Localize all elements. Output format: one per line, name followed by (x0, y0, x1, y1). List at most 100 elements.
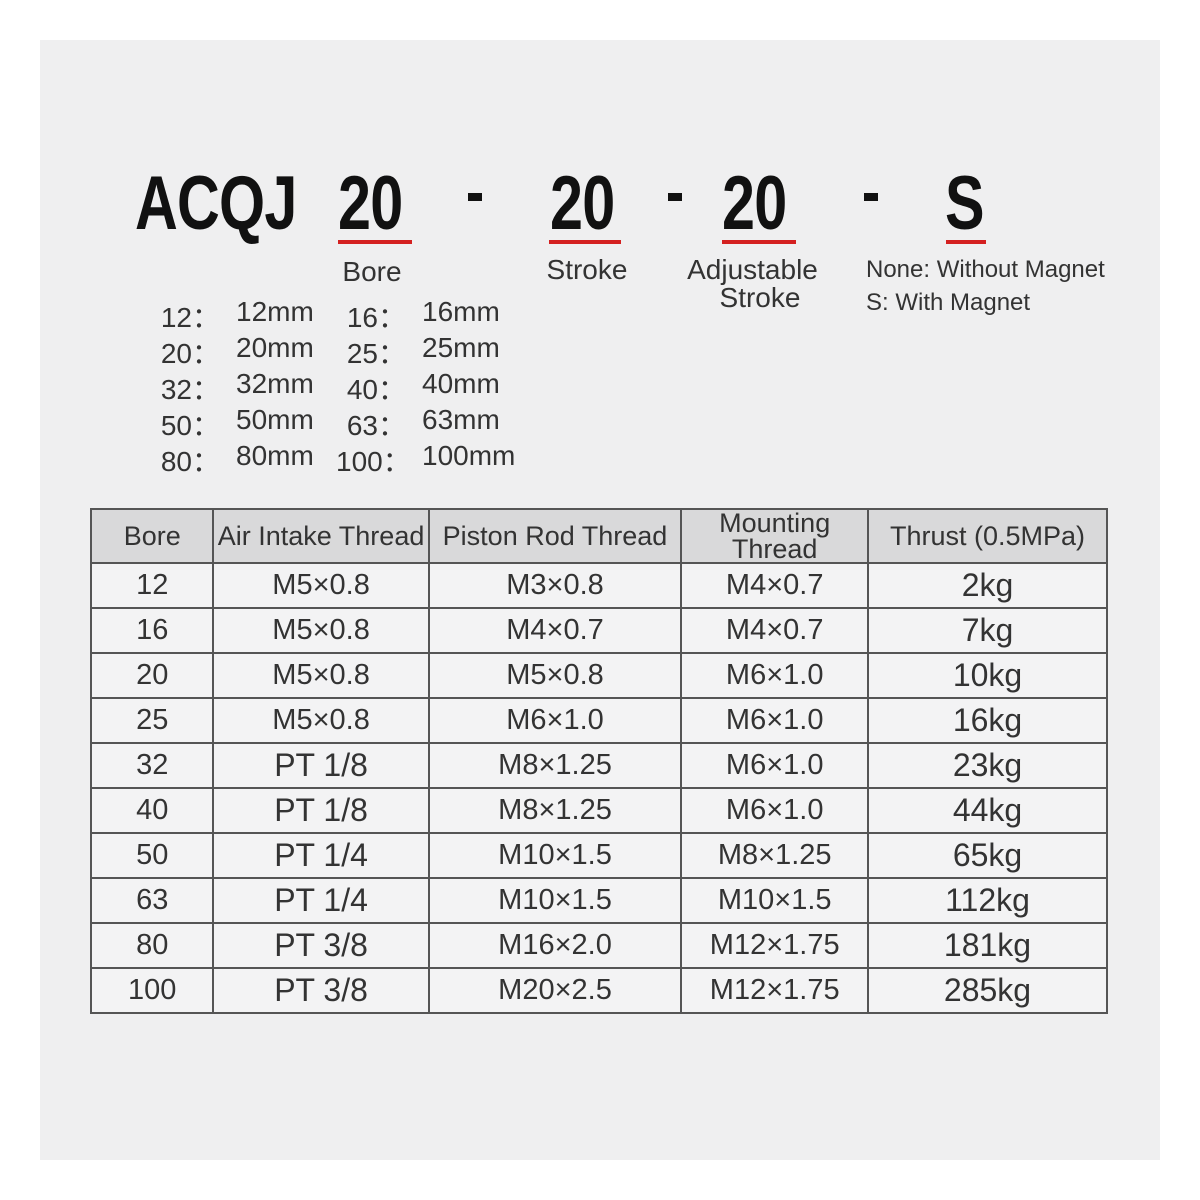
bore-code: 32： (160, 374, 220, 405)
bore-size: 100mm (422, 440, 516, 471)
underline (946, 240, 986, 244)
separator (468, 193, 482, 201)
table-row: 12 M5×0.8 M3×0.8 M4×0.7 2kg (89, 562, 1108, 609)
cell-mounting: M6×1.0 (680, 787, 870, 834)
label-bore: Bore (342, 256, 402, 287)
column-header: Mounting Thread (680, 508, 870, 564)
bore-size: 32mm (236, 368, 314, 399)
bore-code: 12： (160, 302, 220, 333)
bore-option-row: 20： 20mm 25： 25mm (150, 332, 522, 369)
cell-thrust: 44kg (867, 787, 1108, 834)
cell-air-intake: PT 1/8 (212, 742, 430, 789)
cell-mounting: M4×0.7 (680, 607, 870, 654)
cell-piston-rod: M8×1.25 (427, 787, 683, 834)
bore-code: 20： (160, 338, 220, 369)
cell-bore: 32 (89, 742, 215, 789)
cell-mounting: M6×1.0 (680, 742, 870, 789)
cell-thrust: 181kg (867, 922, 1108, 969)
bore-code: 50： (160, 410, 220, 441)
bore-code: 25： (346, 338, 406, 369)
underline (722, 240, 796, 244)
cell-air-intake: M5×0.8 (212, 607, 430, 654)
cell-bore: 100 (89, 967, 215, 1014)
label-adjustable: Adjustable (687, 254, 818, 285)
bore-size: 16mm (422, 296, 500, 327)
cell-mounting: M6×1.0 (680, 652, 870, 699)
cell-air-intake: PT 1/8 (212, 787, 430, 834)
cell-thrust: 2kg (867, 562, 1108, 609)
table-row: 63 PT 1/4 M10×1.5 M10×1.5 112kg (89, 877, 1108, 924)
table-row: 25 M5×0.8 M6×1.0 M6×1.0 16kg (89, 697, 1108, 744)
table-row: 32 PT 1/8 M8×1.25 M6×1.0 23kg (89, 742, 1108, 789)
label-stroke: Stroke (546, 254, 628, 285)
cell-thrust: 65kg (867, 832, 1108, 879)
bore-option-row: 80： 80mm 100： 100mm (150, 440, 522, 477)
model-prefix: ACQJ (135, 161, 297, 246)
cell-mounting: M4×0.7 (680, 562, 870, 609)
cell-piston-rod: M6×1.0 (427, 697, 683, 744)
cell-thrust: 16kg (867, 697, 1108, 744)
bore-size: 40mm (422, 368, 500, 399)
column-header: Piston Rod Thread (427, 508, 683, 564)
bore-options-list: 12： 12mm 16： 16mm 20： 20mm 25： 25mm 32： 32mm 40： 40… (150, 296, 522, 477)
cell-air-intake: PT 3/8 (212, 922, 430, 969)
cell-air-intake: M5×0.8 (212, 562, 430, 609)
bore-size: 20mm (236, 332, 314, 363)
cell-mounting: M10×1.5 (680, 877, 870, 924)
cell-air-intake: PT 1/4 (212, 877, 430, 924)
cell-mounting: M8×1.25 (680, 832, 870, 879)
cell-piston-rod: M10×1.5 (427, 877, 683, 924)
cell-bore: 80 (89, 922, 215, 969)
bore-code: 40： (346, 374, 406, 405)
cell-piston-rod: M10×1.5 (427, 832, 683, 879)
cell-thrust: 10kg (867, 652, 1108, 699)
cell-mounting: M12×1.75 (680, 922, 870, 969)
cell-air-intake: PT 3/8 (212, 967, 430, 1014)
model-bore: 20 (338, 161, 403, 246)
cell-thrust: 112kg (867, 877, 1108, 924)
label-magnet-s: S: With Magnet (866, 289, 1031, 316)
cell-bore: 50 (89, 832, 215, 879)
cell-mounting: M12×1.75 (680, 967, 870, 1014)
bore-size: 63mm (422, 404, 500, 435)
cell-piston-rod: M16×2.0 (427, 922, 683, 969)
table-row: 40 PT 1/8 M8×1.25 M6×1.0 44kg (89, 787, 1108, 834)
cell-piston-rod: M5×0.8 (427, 652, 683, 699)
cell-air-intake: M5×0.8 (212, 697, 430, 744)
bore-code: 63： (346, 410, 406, 441)
bore-size: 50mm (236, 404, 314, 435)
model-magnet: S (945, 161, 985, 246)
bore-option-row: 50： 50mm 63： 63mm (150, 404, 522, 441)
bore-code: 100： (336, 446, 411, 477)
bore-option-row: 32： 32mm 40： 40mm (150, 368, 522, 405)
spec-table: Bore Air Intake Thread Piston Rod Thread Mo… (89, 508, 1108, 1014)
cell-piston-rod: M3×0.8 (427, 562, 683, 609)
label-magnet-none: None: Without Magnet (866, 256, 1105, 283)
cell-piston-rod: M4×0.7 (427, 607, 683, 654)
cell-air-intake: PT 1/4 (212, 832, 430, 879)
underline (549, 240, 621, 244)
bore-option-row: 12： 12mm 16： 16mm (150, 296, 522, 333)
bore-code: 16： (346, 302, 406, 333)
cell-bore: 40 (89, 787, 215, 834)
bore-size: 80mm (236, 440, 314, 471)
column-header: Bore (89, 508, 215, 564)
separator (864, 193, 878, 201)
bore-size: 12mm (236, 296, 314, 327)
separator (668, 193, 682, 201)
model-stroke: 20 (550, 161, 615, 246)
model-adjustable-stroke: 20 (722, 161, 787, 246)
cell-air-intake: M5×0.8 (212, 652, 430, 699)
column-header: Air Intake Thread (212, 508, 430, 564)
underline (338, 240, 412, 244)
cell-thrust: 7kg (867, 607, 1108, 654)
table-row: 16 M5×0.8 M4×0.7 M4×0.7 7kg (89, 607, 1108, 654)
cell-bore: 20 (89, 652, 215, 699)
cell-piston-rod: M8×1.25 (427, 742, 683, 789)
label-adjustable-stroke: Stroke (719, 282, 801, 313)
cell-bore: 25 (89, 697, 215, 744)
cell-piston-rod: M20×2.5 (427, 967, 683, 1014)
table-row: 100 PT 3/8 M20×2.5 M12×1.75 285kg (89, 967, 1108, 1014)
cell-bore: 12 (89, 562, 215, 609)
table-row: 50 PT 1/4 M10×1.5 M8×1.25 65kg (89, 832, 1108, 879)
